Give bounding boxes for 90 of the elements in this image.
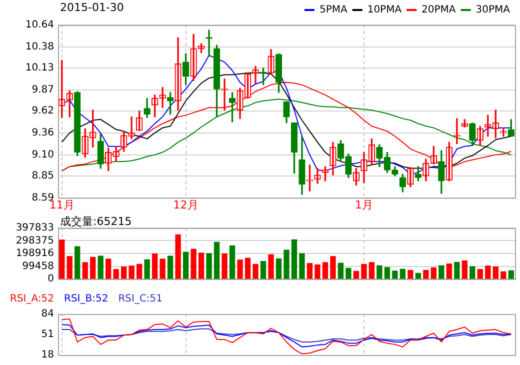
bar (152, 253, 158, 279)
y-tick-label: 8.85 (32, 170, 54, 182)
bar (284, 250, 290, 279)
bar (291, 239, 298, 279)
bar (66, 256, 72, 279)
bar (175, 234, 181, 279)
bar (415, 272, 422, 279)
bar (361, 264, 367, 279)
candlestick (500, 128, 507, 137)
y-tick-label: 84 (41, 308, 54, 320)
y-tick-label: 9.10 (32, 149, 54, 160)
bar (376, 265, 382, 279)
bar (384, 267, 390, 279)
bar (59, 240, 65, 279)
bar (408, 270, 414, 279)
candlestick (260, 68, 267, 86)
bar (244, 258, 251, 279)
legend-label: 5PMA (319, 4, 348, 16)
chart-title: 成交量:65215 (60, 214, 132, 229)
text: RSI_B:52 (64, 294, 108, 305)
bar (470, 266, 476, 279)
bar (160, 258, 166, 279)
y-tick-label: 51 (41, 329, 54, 340)
bar (500, 271, 506, 279)
bar (368, 262, 375, 279)
bar (477, 269, 483, 279)
bar (144, 259, 150, 279)
bar (182, 252, 189, 279)
bar (222, 253, 228, 279)
bar (454, 262, 460, 279)
bar (136, 264, 142, 279)
bar (322, 262, 328, 279)
bar (121, 266, 127, 279)
bar (330, 256, 336, 279)
bar (113, 269, 119, 279)
series-label: RSI_A:52 (10, 294, 54, 305)
legend-label: 30PMA (476, 4, 510, 16)
legend-label: 20PMA (422, 4, 456, 16)
bar (276, 258, 282, 279)
y-tick-label: 0 (48, 274, 54, 285)
y-tick-label: 397833 (16, 222, 54, 234)
y-tick-label: 10.38 (25, 42, 54, 53)
bar (237, 260, 243, 279)
y-tick-label: 99458 (22, 260, 54, 272)
candlestick (306, 164, 314, 192)
candlestick (206, 30, 212, 57)
bar (392, 270, 398, 279)
bar (252, 264, 258, 279)
bar (299, 253, 305, 279)
bar (198, 252, 204, 279)
bar (167, 256, 174, 279)
bar (74, 246, 80, 279)
bar (90, 256, 96, 279)
bar (128, 266, 134, 279)
text: RSI_C:51 (118, 294, 163, 305)
bar (314, 264, 320, 279)
y-tick-label: 10.13 (25, 62, 54, 74)
y-tick-label: 9.36 (32, 127, 54, 138)
legend-label: 10PMA (367, 4, 402, 16)
bar (338, 262, 344, 279)
y-tick-label: 9.62 (32, 106, 54, 117)
y-tick-label: 18 (41, 350, 54, 361)
bar (306, 263, 313, 279)
bar (508, 270, 514, 279)
x-tick-label: 1月 (354, 198, 373, 212)
y-tick-label: 198916 (16, 248, 54, 260)
bar (430, 267, 436, 279)
bar (346, 268, 352, 279)
bar (268, 254, 274, 279)
bar (229, 245, 236, 279)
chart-title: 2015-01-30 (60, 1, 124, 14)
x-tick-label: 12月 (173, 198, 198, 212)
bar (260, 260, 266, 279)
bar (485, 266, 491, 279)
bar (492, 266, 498, 279)
bar (206, 253, 212, 279)
bar (214, 242, 220, 279)
y-tick-label: 298375 (16, 235, 54, 246)
bar (98, 256, 104, 279)
bar (82, 262, 88, 279)
bar (446, 264, 452, 279)
bar (190, 248, 196, 279)
bar (462, 260, 468, 279)
y-tick-label: 10.64 (25, 20, 54, 31)
y-tick-label: 9.87 (32, 84, 54, 96)
bar (353, 270, 360, 279)
bar (106, 258, 112, 279)
bar (423, 270, 429, 279)
bar (400, 268, 406, 279)
bar (438, 265, 444, 279)
